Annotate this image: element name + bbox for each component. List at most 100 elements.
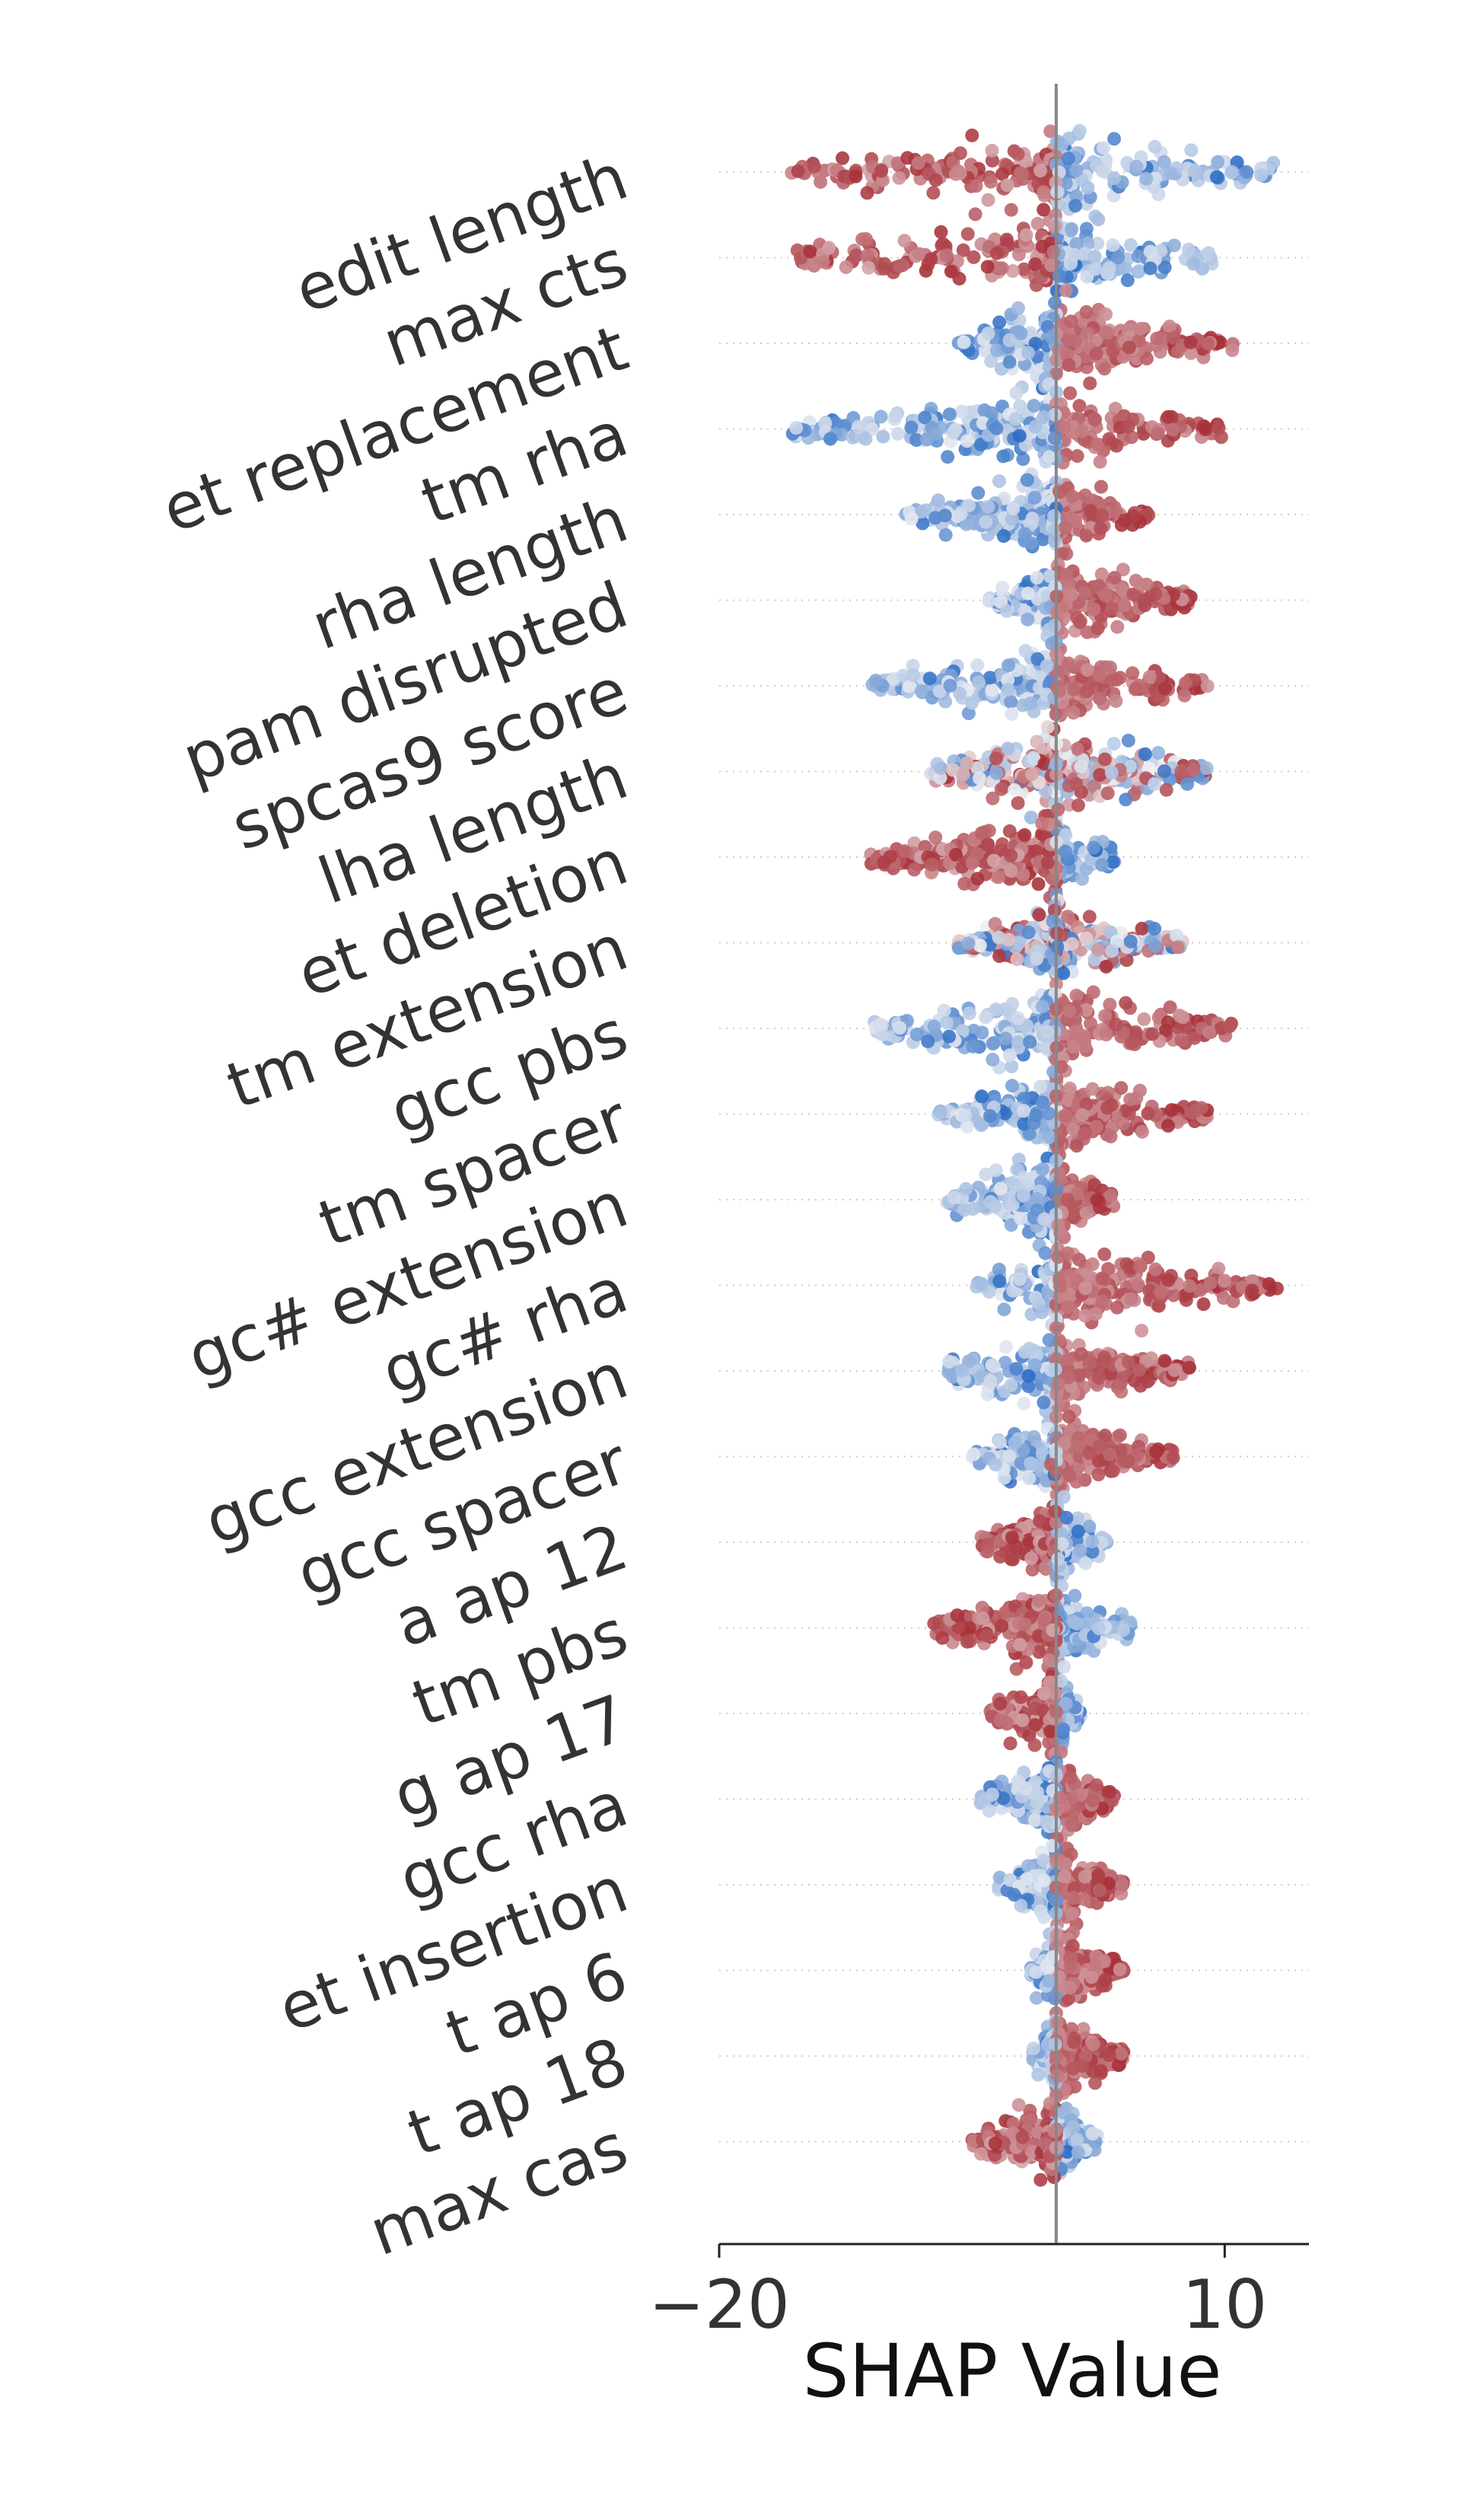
data-point: [970, 872, 985, 886]
data-point: [1015, 167, 1030, 181]
data-point: [942, 1354, 957, 1369]
data-point: [986, 853, 1001, 868]
data-point: [1068, 199, 1082, 213]
data-point: [1097, 752, 1112, 767]
data-point: [1186, 257, 1201, 271]
data-point: [1161, 1118, 1175, 1133]
data-point: [1024, 767, 1039, 782]
data-point: [1089, 346, 1103, 361]
data-point: [1021, 1369, 1036, 1383]
data-point: [1148, 777, 1161, 791]
data-point: [1167, 238, 1181, 253]
data-point: [1157, 155, 1171, 169]
data-point: [1009, 386, 1024, 400]
feature-swarm: [790, 202, 1219, 318]
data-point: [1176, 1010, 1190, 1025]
data-point: [996, 529, 1011, 544]
data-point: [994, 782, 1008, 796]
data-point: [1033, 1079, 1048, 1094]
data-point: [1005, 1079, 1019, 1093]
data-point: [1070, 741, 1084, 756]
data-point: [1143, 244, 1158, 259]
data-point: [907, 862, 922, 877]
data-point: [1061, 1299, 1075, 1314]
data-point: [1066, 682, 1081, 697]
data-point: [1020, 473, 1034, 487]
data-point: [1057, 421, 1072, 435]
data-point: [1158, 260, 1172, 275]
data-point: [1157, 764, 1171, 779]
data-point: [975, 1089, 989, 1104]
data-point: [1061, 1353, 1075, 1367]
data-point: [1102, 260, 1116, 275]
feature-swarm: [865, 634, 1215, 722]
data-point: [979, 1167, 993, 1181]
data-point: [1002, 1048, 1017, 1063]
data-point: [1120, 273, 1135, 288]
data-point: [807, 159, 821, 174]
data-point: [995, 261, 1009, 276]
data-point: [983, 1109, 997, 1124]
data-point: [1097, 362, 1112, 376]
data-point: [1104, 766, 1119, 779]
data-point: [1042, 450, 1056, 464]
data-point: [892, 259, 906, 273]
data-point: [1011, 796, 1025, 810]
data-point: [1129, 681, 1144, 696]
data-point: [1047, 508, 1061, 523]
data-point: [1070, 449, 1084, 463]
data-point: [1079, 528, 1094, 543]
data-point: [858, 231, 873, 246]
data-point: [989, 751, 1003, 766]
data-point: [1102, 432, 1116, 446]
data-point: [861, 260, 876, 275]
data-point: [1133, 1259, 1147, 1274]
data-point: [941, 450, 955, 464]
data-point: [1002, 355, 1017, 369]
data-point: [1025, 512, 1040, 526]
data-point: [1159, 783, 1174, 797]
data-point: [1095, 1294, 1110, 1309]
data-point: [1224, 164, 1239, 179]
data-point: [980, 1387, 995, 1401]
data-point: [1081, 236, 1095, 250]
data-point: [1078, 585, 1092, 600]
data-point: [993, 1181, 1008, 1196]
data-point: [1093, 454, 1107, 469]
data-point: [981, 193, 995, 207]
data-point: [1164, 166, 1178, 180]
data-point: [1059, 567, 1074, 582]
data-point: [1024, 536, 1039, 550]
data-point: [1037, 202, 1051, 217]
data-point: [927, 1019, 941, 1034]
data-point: [973, 939, 987, 953]
data-point: [1245, 1283, 1259, 1298]
data-point: [1167, 1288, 1181, 1302]
data-point: [1040, 658, 1054, 673]
data-point: [961, 936, 976, 951]
data-point: [874, 410, 888, 424]
data-point: [1008, 412, 1023, 426]
data-point: [965, 696, 979, 710]
data-point: [1099, 1028, 1113, 1042]
data-point: [1000, 604, 1014, 618]
data-point: [986, 1037, 1000, 1051]
data-point: [1116, 1117, 1130, 1131]
data-point: [1182, 1360, 1196, 1375]
data-point: [1008, 783, 1022, 797]
data-point: [1144, 1351, 1158, 1366]
data-point: [1123, 237, 1138, 252]
data-point: [911, 156, 925, 171]
data-point: [977, 403, 992, 417]
data-point: [1095, 1271, 1110, 1286]
data-point: [928, 511, 943, 525]
data-point: [1040, 1025, 1055, 1039]
feature-swarm: [785, 123, 1281, 217]
data-point: [1150, 331, 1164, 346]
data-point: [1068, 333, 1082, 348]
data-point: [1035, 999, 1049, 1014]
data-point: [1180, 776, 1195, 791]
data-point: [1170, 940, 1185, 955]
data-point: [1051, 1250, 1065, 1264]
